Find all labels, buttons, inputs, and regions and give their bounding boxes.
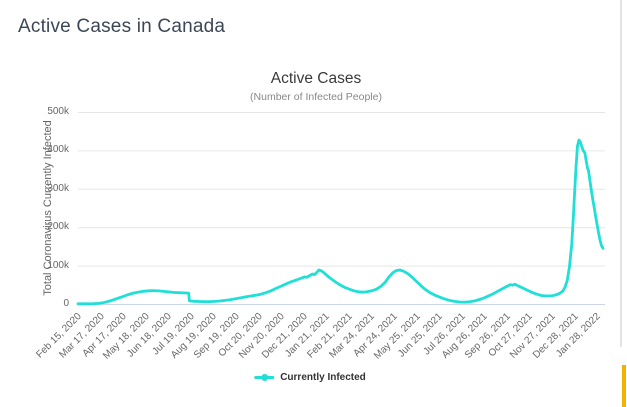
y-tick-label: 400k	[47, 144, 69, 156]
y-tick-label: 100k	[47, 259, 69, 271]
y-tick-label: 0	[63, 298, 69, 309]
yellow-edge-strip	[622, 365, 626, 407]
plot-svg[interactable]	[76, 112, 607, 308]
page-title: Active Cases in Canada	[18, 16, 226, 37]
y-tick-label: 200k	[47, 221, 69, 233]
chart-subtitle: (Number of Infected People)	[250, 91, 382, 103]
legend-item-currently-infected[interactable]: Currently Infected	[254, 372, 366, 383]
y-axis-title: Total Coronavirus Currently Infected	[42, 120, 54, 296]
legend-label: Currently Infected	[280, 372, 366, 383]
y-tick-label: 300k	[47, 182, 69, 194]
line-series-marker-icon	[254, 373, 275, 382]
chart-title: Active Cases	[270, 70, 362, 87]
y-tick-label: 500k	[47, 106, 69, 117]
adjacent-panel-border	[620, 0, 622, 347]
